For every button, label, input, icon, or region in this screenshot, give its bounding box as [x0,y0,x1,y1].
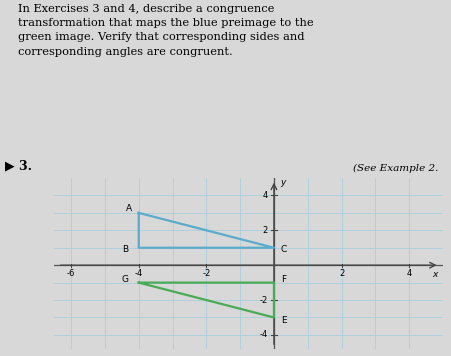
Text: -4: -4 [134,269,143,278]
Text: A: A [125,204,131,213]
Text: C: C [281,245,286,254]
Text: ▶ 3.: ▶ 3. [5,159,32,173]
Text: -4: -4 [259,330,267,339]
Text: y: y [280,178,285,187]
Text: -2: -2 [259,295,267,304]
Text: 4: 4 [262,191,267,200]
Text: G: G [121,274,129,284]
Text: -6: -6 [67,269,75,278]
Text: 2: 2 [262,226,267,235]
Text: B: B [122,245,128,254]
Text: E: E [281,316,286,325]
Text: 2: 2 [338,269,343,278]
Text: -2: -2 [202,269,210,278]
Text: 4: 4 [405,269,411,278]
Text: (See Example 2.: (See Example 2. [352,163,437,173]
Text: In Exercises 3 and 4, describe a congruence
transformation that maps the blue pr: In Exercises 3 and 4, describe a congrue… [18,4,313,57]
Text: F: F [281,274,286,284]
Text: x: x [431,270,436,279]
